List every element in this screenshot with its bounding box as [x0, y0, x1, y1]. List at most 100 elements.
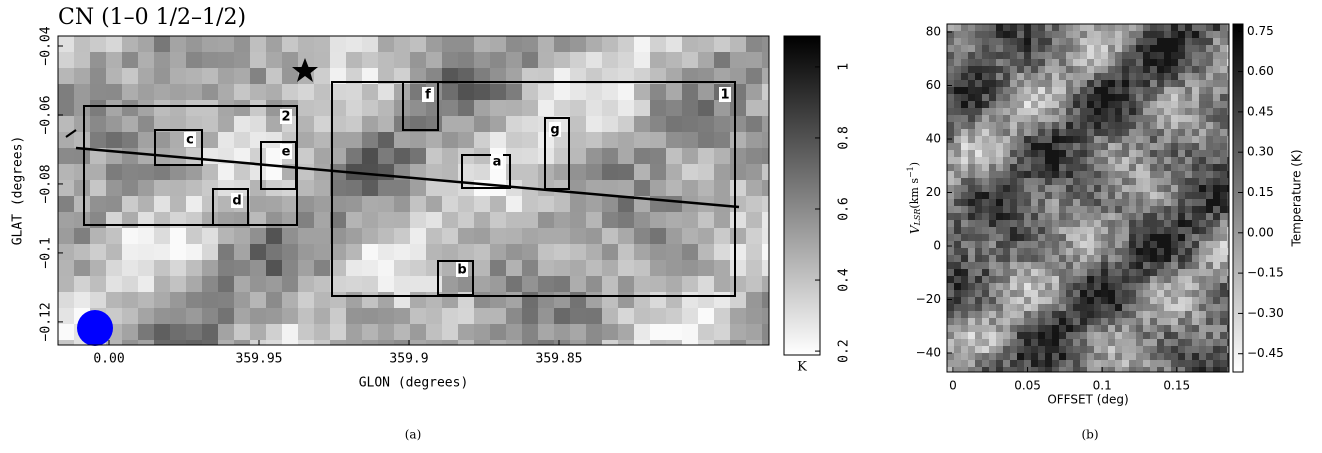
texture-cell	[1178, 304, 1186, 312]
texture-cell	[1227, 164, 1229, 172]
texture-cell	[730, 260, 747, 277]
texture-cell	[1227, 353, 1229, 361]
texture-cell	[1045, 59, 1053, 67]
texture-cell	[954, 325, 962, 333]
texture-cell	[714, 308, 731, 325]
texture-cell	[1122, 101, 1130, 109]
texture-cell	[698, 212, 715, 229]
texture-cell	[138, 148, 155, 165]
texture-cell	[314, 180, 331, 197]
texture-cell	[1164, 31, 1172, 39]
texture-cell	[138, 244, 155, 261]
texture-cell	[1157, 353, 1165, 361]
texture-cell	[961, 38, 969, 46]
texture-cell	[1094, 276, 1102, 284]
texture-cell	[1227, 38, 1229, 46]
texture-cell	[1094, 353, 1102, 361]
texture-cell	[746, 100, 763, 117]
texture-cell	[1199, 318, 1207, 326]
texture-cell	[698, 276, 715, 293]
texture-cell	[1080, 164, 1088, 172]
texture-cell	[602, 308, 619, 325]
texture-cell	[968, 290, 976, 298]
texture-cell	[1206, 318, 1214, 326]
texture-cell	[982, 192, 990, 200]
texture-cell	[1066, 45, 1074, 53]
texture-cell	[1171, 332, 1179, 340]
texture-cell	[1171, 45, 1179, 53]
texture-cell	[618, 180, 635, 197]
texture-cell	[1080, 38, 1088, 46]
texture-cell	[1122, 213, 1130, 221]
texture-cell	[1017, 45, 1025, 53]
texture-cell	[282, 52, 299, 69]
texture-cell	[634, 260, 651, 277]
texture-cell	[186, 324, 203, 341]
texture-cell	[1199, 24, 1207, 32]
texture-cell	[682, 164, 699, 181]
texture-cell	[394, 244, 411, 261]
texture-cell	[1080, 80, 1088, 88]
texture-cell	[1136, 234, 1144, 242]
texture-cell	[490, 100, 507, 117]
texture-cell	[1101, 283, 1109, 291]
texture-cell	[1010, 101, 1018, 109]
texture-cell	[989, 332, 997, 340]
texture-cell	[1178, 38, 1186, 46]
texture-cell	[154, 180, 171, 197]
texture-cell	[1017, 206, 1025, 214]
texture-cell	[1094, 227, 1102, 235]
texture-cell	[634, 228, 651, 245]
texture-cell	[666, 100, 683, 117]
texture-cell	[1157, 332, 1165, 340]
texture-cell	[346, 180, 363, 197]
texture-cell	[522, 52, 539, 69]
texture-cell	[1094, 178, 1102, 186]
texture-cell	[570, 84, 587, 101]
texture-cell	[506, 196, 523, 213]
texture-cell	[1164, 227, 1172, 235]
texture-cell	[982, 24, 990, 32]
texture-cell	[730, 340, 747, 345]
texture-cell	[1059, 220, 1067, 228]
texture-cell	[947, 206, 955, 214]
texture-cell	[666, 260, 683, 277]
texture-cell	[968, 45, 976, 53]
texture-cell	[506, 36, 523, 53]
texture-cell	[58, 116, 75, 133]
texture-cell	[1080, 360, 1088, 368]
texture-cell	[961, 325, 969, 333]
texture-cell	[1031, 59, 1039, 67]
texture-cell	[202, 116, 219, 133]
texture-cell	[1157, 94, 1165, 102]
texture-cell	[186, 340, 203, 345]
texture-cell	[1136, 52, 1144, 60]
texture-cell	[1038, 115, 1046, 123]
texture-cell	[1115, 220, 1123, 228]
texture-cell	[1185, 262, 1193, 270]
texture-cell	[1157, 318, 1165, 326]
texture-cell	[996, 297, 1004, 305]
texture-cell	[1122, 178, 1130, 186]
texture-cell	[1129, 101, 1137, 109]
texture-cell	[982, 360, 990, 368]
texture-cell	[1052, 339, 1060, 347]
texture-cell	[1059, 199, 1067, 207]
texture-cell	[1073, 94, 1081, 102]
texture-cell	[1066, 332, 1074, 340]
texture-cell	[1066, 185, 1074, 193]
texture-cell	[1031, 24, 1039, 32]
texture-cell	[989, 234, 997, 242]
texture-cell	[1115, 164, 1123, 172]
texture-cell	[1150, 80, 1158, 88]
texture-cell	[1017, 129, 1025, 137]
texture-cell	[1038, 248, 1046, 256]
texture-cell	[1108, 283, 1116, 291]
texture-cell	[954, 136, 962, 144]
texture-cell	[1038, 192, 1046, 200]
texture-cell	[975, 248, 983, 256]
texture-cell	[1010, 332, 1018, 340]
texture-cell	[1199, 248, 1207, 256]
texture-cell	[947, 304, 955, 312]
texture-cell	[1150, 234, 1158, 242]
